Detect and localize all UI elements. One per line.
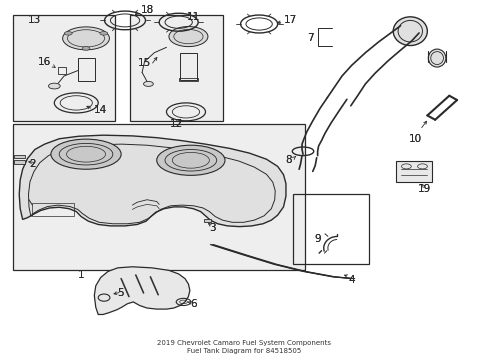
Bar: [293, 194, 368, 264]
Text: 5: 5: [117, 288, 123, 298]
Text: 17: 17: [284, 15, 297, 26]
Text: 7: 7: [306, 33, 313, 43]
Ellipse shape: [427, 49, 445, 67]
Ellipse shape: [51, 139, 121, 169]
Text: 11: 11: [186, 12, 200, 22]
Text: 18: 18: [140, 5, 153, 15]
Text: 11: 11: [186, 12, 200, 22]
Bar: [32, 203, 74, 216]
Ellipse shape: [82, 46, 90, 50]
Text: 8: 8: [285, 155, 291, 165]
Text: 12: 12: [169, 120, 183, 129]
Bar: [13, 15, 115, 121]
Text: 1: 1: [78, 270, 84, 280]
Text: 19: 19: [417, 184, 430, 194]
Bar: [14, 155, 25, 158]
Ellipse shape: [143, 81, 153, 86]
Ellipse shape: [48, 83, 60, 89]
Text: 4: 4: [348, 275, 354, 285]
Bar: [130, 15, 222, 121]
Bar: [13, 125, 305, 270]
Text: 5: 5: [117, 288, 123, 298]
Text: 4: 4: [348, 275, 354, 285]
Text: 3: 3: [209, 224, 216, 233]
Text: 14: 14: [94, 105, 107, 115]
Text: 13: 13: [28, 15, 41, 26]
Text: 1: 1: [78, 270, 84, 280]
Text: 9: 9: [314, 234, 320, 244]
Polygon shape: [19, 135, 285, 226]
Text: 10: 10: [408, 134, 421, 144]
Bar: [14, 160, 25, 164]
Ellipse shape: [157, 145, 224, 175]
Bar: [178, 78, 198, 81]
Ellipse shape: [392, 17, 427, 45]
Bar: [395, 161, 431, 182]
Text: 18: 18: [140, 5, 153, 15]
Text: 2: 2: [29, 159, 36, 169]
Text: 9: 9: [314, 234, 320, 244]
Text: 6: 6: [190, 299, 196, 309]
Text: 6: 6: [190, 299, 196, 309]
Text: 2: 2: [29, 159, 36, 169]
Text: 17: 17: [284, 15, 297, 26]
Text: 10: 10: [408, 134, 421, 144]
Ellipse shape: [168, 27, 207, 46]
Bar: [78, 58, 95, 81]
Polygon shape: [94, 267, 189, 315]
Text: 3: 3: [209, 224, 216, 233]
Ellipse shape: [100, 32, 107, 35]
Ellipse shape: [64, 32, 72, 35]
Ellipse shape: [62, 27, 109, 50]
Text: 7: 7: [306, 33, 313, 43]
Text: 8: 8: [285, 155, 291, 165]
Bar: [180, 53, 196, 80]
Text: 13: 13: [28, 15, 41, 26]
Bar: [203, 219, 210, 222]
Text: 16: 16: [38, 57, 51, 67]
Text: 12: 12: [169, 120, 183, 129]
Text: 16: 16: [38, 57, 51, 67]
Text: 14: 14: [94, 105, 107, 115]
Text: 15: 15: [138, 58, 151, 68]
Text: 2019 Chevrolet Camaro Fuel System Components
Fuel Tank Diagram for 84518505: 2019 Chevrolet Camaro Fuel System Compon…: [157, 340, 331, 354]
Text: 15: 15: [138, 58, 151, 68]
Bar: [58, 67, 65, 74]
Text: 19: 19: [417, 184, 430, 194]
